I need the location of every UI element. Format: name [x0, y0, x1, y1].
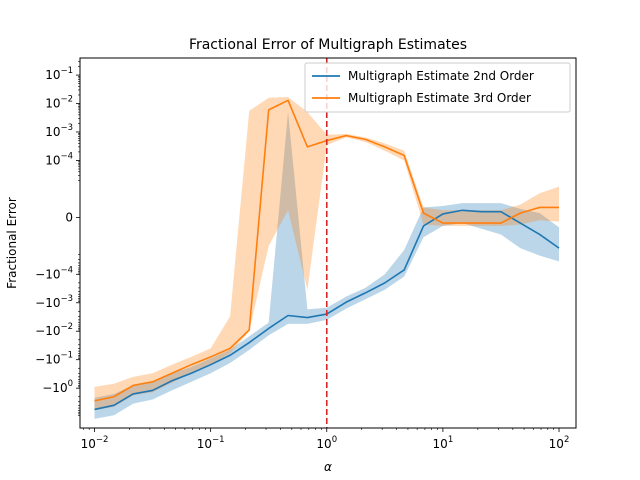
- y-tick-label: −10−3: [35, 294, 73, 310]
- y-axis: 10−1 10−2 10−3 10−4 0 −10−4 −10−3 −10−2 −10−1 −10…: [35, 61, 80, 416]
- series-1-error-band: [94, 112, 560, 419]
- legend-label: Multigraph Estimate 3rd Order: [348, 91, 531, 105]
- x-tick-label: 102: [549, 435, 570, 451]
- y-tick-label: −10−1: [35, 351, 73, 367]
- lines-layer: [94, 99, 560, 411]
- y-tick-label: 0: [65, 210, 73, 224]
- y-tick-label: 10−1: [45, 66, 73, 82]
- legend: Multigraph Estimate 2nd Order Multigraph …: [304, 62, 571, 113]
- y-tick-label: −10−2: [35, 322, 73, 338]
- legend-label: Multigraph Estimate 2nd Order: [348, 69, 534, 83]
- y-tick-label: −100: [42, 379, 73, 395]
- series-2-error-band: [94, 96, 560, 411]
- y-tick-label: 10−2: [45, 95, 73, 111]
- x-axis: 10−2 10−1 100 101 102: [81, 428, 570, 451]
- legend-box: [304, 62, 571, 113]
- x-tick-label: 100: [316, 435, 337, 451]
- x-tick-label: 10−1: [197, 435, 225, 451]
- x-axis-title: α: [324, 460, 332, 474]
- x-tick-label: 101: [433, 435, 454, 451]
- y-tick-label: −10−4: [35, 265, 73, 281]
- y-tick-label: 10−4: [45, 151, 73, 167]
- plot-frame: [79, 57, 577, 429]
- chart-title: Fractional Error of Multigraph Estimates: [189, 37, 467, 53]
- bands-layer: [94, 96, 560, 419]
- y-tick-label: 10−3: [45, 123, 73, 139]
- y-axis-title: Fractional Error: [5, 197, 19, 289]
- x-tick-label: 10−2: [81, 435, 109, 451]
